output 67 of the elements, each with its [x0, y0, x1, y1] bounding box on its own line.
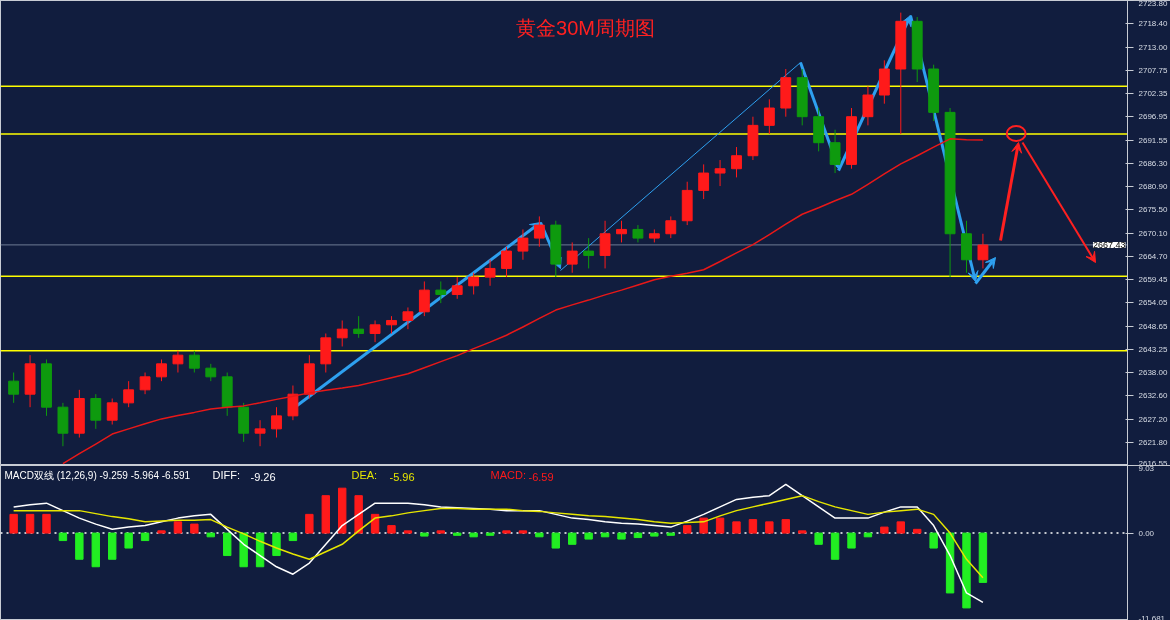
y-tick-label: 2643.25 [1138, 345, 1168, 355]
y-tick-label: 2659.45 [1138, 275, 1168, 284]
candlestick [418, 280, 430, 317]
candlestick [156, 358, 167, 382]
candlestick [616, 220, 627, 243]
candlestick [566, 241, 578, 274]
candlestick [336, 319, 348, 347]
candlestick [435, 280, 447, 304]
text: DIFF: [212, 468, 240, 481]
candlestick [714, 159, 726, 187]
candlestick [665, 215, 677, 239]
y-tick-label: 2686.30 [1138, 158, 1168, 168]
candlestick [369, 319, 381, 343]
y-tick-label: 0.00 [1138, 528, 1155, 538]
candlestick [468, 272, 480, 295]
y-tick-label: 2713.00 [1138, 42, 1168, 52]
y-tick-label: 2691.55 [1138, 135, 1168, 145]
ref-line-label: 2667.43 [1092, 239, 1126, 250]
y-tick-label: 2718.40 [1138, 19, 1168, 29]
y-tick-label: 2632.60 [1138, 391, 1168, 401]
candlestick [862, 85, 874, 126]
y-tick-label: 2670.10 [1138, 228, 1168, 238]
candlestick [106, 398, 118, 426]
y-tick-label: 2627.20 [1138, 414, 1168, 424]
annotation: -9.26 [250, 470, 276, 483]
y-tick-label: 2648.65 [1138, 321, 1168, 331]
text: 黄金30M周期图 [516, 16, 655, 39]
candlestick [90, 393, 102, 430]
line-series [12, 494, 984, 579]
y-tick-label: 2702.35 [1138, 89, 1168, 98]
y-tick-label: 2723.80 [1138, 0, 1168, 8]
candlestick [8, 372, 20, 404]
candlestick [451, 276, 463, 300]
y-tick-label: 2621.80 [1138, 438, 1168, 448]
candlestick [123, 380, 135, 408]
y-tick-label: 2654.05 [1138, 298, 1168, 308]
y-tick-label: 2696.95 [1138, 112, 1168, 122]
candlestick [533, 215, 545, 248]
text: DEA: [351, 468, 378, 481]
y-tick-label: 2680.90 [1138, 182, 1168, 191]
candlestick [139, 372, 151, 395]
y-tick-label: 2707.75 [1138, 65, 1168, 75]
annotation: -5.96 [389, 470, 415, 483]
candlestick [763, 98, 775, 135]
candlestick [599, 220, 611, 269]
candlestick [188, 350, 200, 373]
candlestick [731, 146, 742, 178]
candlestick [402, 306, 414, 330]
line-series [62, 138, 984, 465]
chart-title: MACD双线 (12,26,9) -9.259 -5.964 -6.591 [4, 469, 191, 481]
candlestick [583, 237, 595, 269]
candlestick [501, 246, 512, 278]
y-tick-label: 2675.50 [1138, 205, 1168, 215]
candlestick [517, 228, 529, 261]
annotation: -6.59 [528, 470, 554, 483]
y-tick-label: 2638.00 [1138, 368, 1168, 377]
candlestick [172, 350, 184, 373]
candlestick [287, 385, 299, 421]
candlestick [271, 406, 282, 439]
candlestick [484, 259, 496, 287]
y-tick-label: -11.681 [1138, 613, 1166, 620]
candlestick [353, 315, 365, 339]
candlestick [698, 163, 710, 200]
candlestick [977, 233, 989, 269]
y-tick-label: 2664.70 [1138, 252, 1168, 262]
candlestick [254, 419, 266, 447]
text: MACD: [490, 468, 526, 481]
